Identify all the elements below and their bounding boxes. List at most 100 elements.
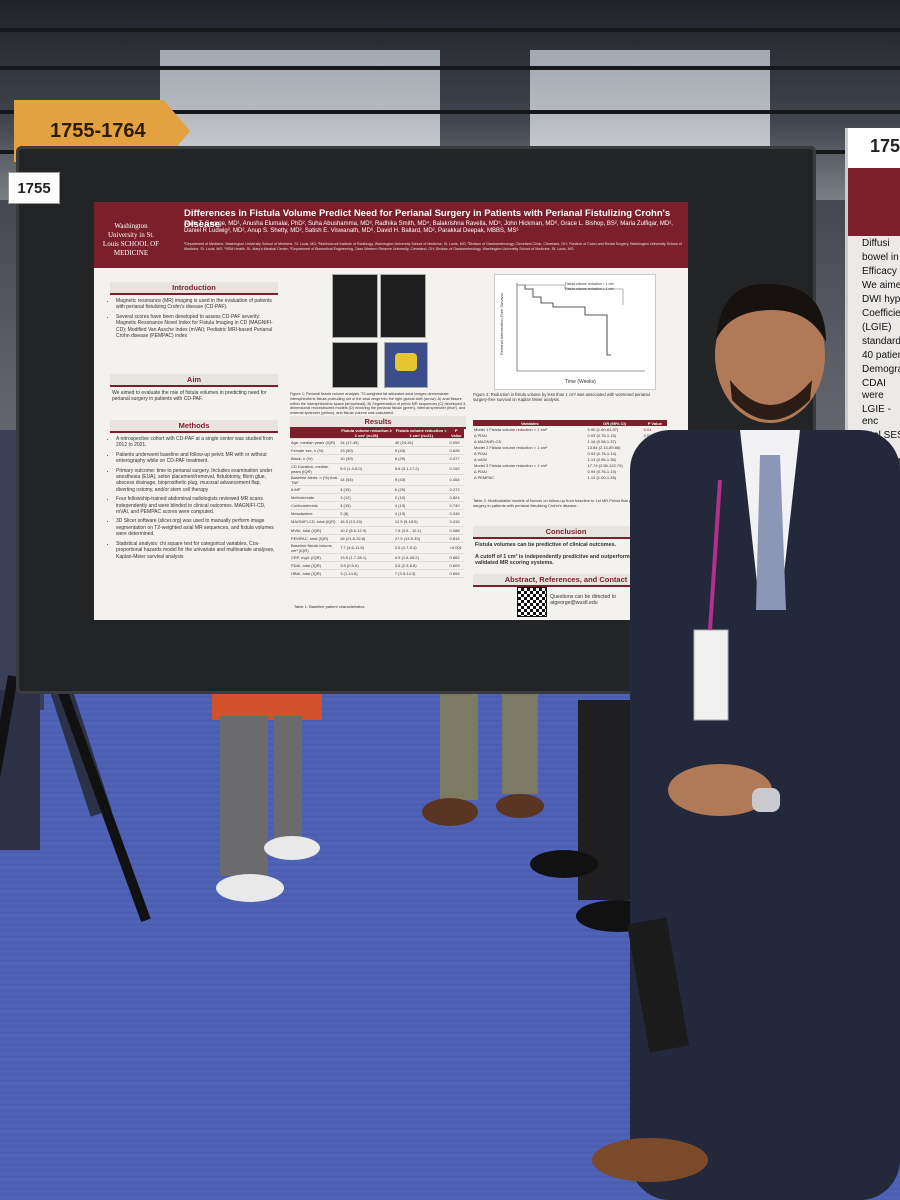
results-table-cell: 4 (19) bbox=[393, 501, 449, 511]
presenter-head bbox=[715, 287, 825, 423]
multivariable-table-cell: Δ PDAI bbox=[474, 450, 487, 456]
adjacent-poster-line: standard bbox=[862, 336, 900, 347]
results-table-cell: 3 (12) bbox=[339, 493, 394, 502]
results-table-cell: 14 (54) bbox=[339, 474, 394, 486]
table2-header-row: Variables OR (95% CI) P Value bbox=[473, 420, 667, 426]
results-table-cell: CD Duration, median years (IQR) bbox=[290, 463, 340, 475]
presenter-shoe bbox=[592, 1138, 708, 1182]
results-col-header: Fistula volume reduction ≥ 1 cm³ (n=26) bbox=[339, 428, 394, 439]
results-table-body: Age, median years (IQR) 24 (17-45) 40 (24-… bbox=[290, 438, 464, 579]
results-table-row: Corticosteroids 4 (15) 4 (19) 0.740 bbox=[290, 501, 464, 511]
results-table-cell: 10.2 (8.6-12.9) bbox=[339, 526, 394, 535]
results-table-row: Female sex, n (%) 13 (50) 9 (43) 0.626 bbox=[290, 446, 464, 456]
results-table-cell: 0.088 bbox=[448, 526, 464, 535]
results-table-cell: 3 (1-14.8) bbox=[339, 569, 394, 579]
results-table-cell: 0.814 bbox=[448, 534, 464, 543]
results-table-cell: 2 (8) bbox=[339, 509, 394, 519]
wristwatch bbox=[752, 788, 780, 812]
multivariable-table-cell: 0.01 bbox=[643, 426, 652, 432]
results-table-cell: 0.609 bbox=[448, 561, 464, 571]
multivariable-table-cell: 0.93 (0.76-1.15) bbox=[587, 432, 617, 438]
kaplan-meier-plot: Perianal Intervention-Free Survival Time… bbox=[494, 274, 656, 390]
multivariable-table-cell: 13.84 (2.13-89.86) bbox=[587, 444, 621, 450]
results-table-cell: 9 (43) bbox=[393, 446, 449, 456]
results-table-cell: CRP, mg/L (IQR) bbox=[290, 553, 340, 563]
qr-code bbox=[517, 587, 547, 617]
results-table-cell: 0.059 bbox=[448, 438, 464, 448]
results-col-header bbox=[290, 428, 340, 439]
results-table-cell: 24 (17-45) bbox=[339, 438, 394, 448]
results-table-cell: 0.192 bbox=[448, 463, 464, 475]
adjacent-poster-line: We aimed bbox=[862, 280, 900, 291]
contact-text: Questions can be directed to atgeorge@wu… bbox=[550, 594, 617, 607]
results-table-cell: 3.5 (0.5-6) bbox=[339, 561, 394, 571]
km-curve-low-reduction bbox=[517, 284, 611, 356]
results-table-cell: Female sex, n (%) bbox=[290, 446, 340, 456]
presenter-hair bbox=[716, 283, 826, 342]
results-table-cell: 3.5 (2.3-6.8) bbox=[393, 561, 449, 571]
results-table-cell: Baseline Meds, n (%) Anti-TNF bbox=[290, 474, 340, 486]
presenter-suit bbox=[630, 430, 900, 1200]
multivariable-table-cell: 0.51 bbox=[643, 432, 652, 438]
methods-bullet: Patients underwent baseline and follow-u… bbox=[116, 452, 280, 465]
results-table-cell: 7.7 (4.6-11.8) bbox=[339, 542, 394, 554]
results-table-row: Black, n (%) 10 (39) 6 (29) 0.477 bbox=[290, 454, 464, 464]
multivariable-table-cell: 9.90 (1.60-61.37) bbox=[587, 426, 619, 432]
adjacent-poster-line: Coefficie bbox=[862, 308, 900, 319]
table2-col-header: P Value bbox=[642, 420, 667, 426]
multivariable-table-cell: Δ PEMPAC bbox=[474, 474, 495, 480]
results-table-cell: 0.454 bbox=[448, 474, 464, 486]
mri-image-a bbox=[332, 274, 378, 338]
multivariable-table: Variables OR (95% CI) P Value Model 1 Fi… bbox=[473, 420, 667, 480]
results-table-cell: 6 (29) bbox=[393, 454, 449, 464]
adjacent-poster-line: CDAI were bbox=[862, 378, 886, 401]
results-table-cell: 10 (39) bbox=[339, 454, 394, 464]
results-table-cell: 4 (15) bbox=[339, 501, 394, 511]
multivariable-table-cell: Model 2 Fistula volume reduction < 1 cm³ bbox=[474, 444, 548, 450]
methods-bullet: 3D Slicer software (slicer.org) was used… bbox=[116, 518, 280, 537]
results-col-header: Fistula volume reduction < 1 cm³ (n=21) bbox=[393, 428, 449, 439]
adjacent-poster-header bbox=[848, 168, 900, 236]
km-x-axis-label: Time (Weeks) bbox=[565, 379, 596, 385]
results-table-cell: 0.272 bbox=[448, 485, 464, 494]
ceiling-truss bbox=[0, 28, 900, 32]
university-logo: Washington University in St. Louis SCHOO… bbox=[102, 222, 160, 257]
results-table-cell: 4 (15) bbox=[339, 485, 394, 494]
methods-bullet: Statistical analysis: chi square test fo… bbox=[116, 541, 280, 560]
adjacent-poster-line: Demograp bbox=[862, 364, 900, 375]
adjacent-poster-line: Diffusi bbox=[862, 238, 890, 249]
table-2-caption: Table 2: Multivariable models of factors… bbox=[473, 498, 657, 508]
km-legend-entry: Fistula volume reduction < 1 cm³ bbox=[565, 282, 615, 286]
poster-title: Differences in Fistula Volume Predict Ne… bbox=[184, 208, 671, 230]
table-1-caption: Table 1: Baseline patient characteristic… bbox=[294, 604, 366, 609]
results-table-cell: Mesalamine bbox=[290, 509, 340, 519]
results-table-cell: 2 (10) bbox=[393, 493, 449, 502]
multivariable-table-body: Model 1 Fistula volume reduction < 1 cm³… bbox=[473, 426, 667, 480]
results-table-cell: 13.5 (1.7-28.1) bbox=[339, 553, 394, 563]
results-table-row: PDAI, total (IQR) 3.5 (0.5-6) 3.5 (2.3-6.8… bbox=[290, 561, 464, 571]
multivariable-table-cell: Δ PDAI bbox=[474, 468, 487, 474]
results-table-cell: 2.5 (1.7-5.4) bbox=[393, 542, 449, 554]
results-table-cell: MVAI, total (IQR) bbox=[290, 526, 340, 535]
ceiling-truss bbox=[0, 66, 900, 70]
adjacent-poster-line: Efficacy bbox=[862, 266, 897, 277]
results-table-row: PEMPAC, total (IQR) 26 (21.8-32.8) 27.5 (1… bbox=[290, 534, 464, 543]
results-table-cell: Age, median years (IQR) bbox=[290, 438, 340, 448]
km-y-axis-label: Perianal Intervention-Free Survival bbox=[499, 293, 504, 355]
adjacent-board-number: 175 bbox=[848, 128, 900, 168]
results-table-cell: 0.862 bbox=[448, 553, 464, 563]
methods-bullet: Four fellowship-trained abdominal radiol… bbox=[116, 496, 280, 515]
multivariable-table-cell: 1.12 (1.00-1.26) bbox=[587, 474, 617, 480]
multivariable-table-cell: Δ MAGNIFI-CD bbox=[474, 438, 502, 444]
multivariable-table-cell: Model 1 Fistula volume reduction < 1 cm³ bbox=[474, 426, 548, 432]
badge-lanyard bbox=[708, 479, 722, 631]
table2-col-header: OR (95% CI) bbox=[586, 420, 643, 426]
results-table-cell: 6 (29) bbox=[393, 485, 449, 494]
results-table-cell: 12.5 (9-18.5) bbox=[393, 517, 449, 527]
multivariable-table-cell: Δ PDAI bbox=[474, 432, 487, 438]
adjacent-poster-line: (LGIE) bbox=[862, 322, 892, 333]
multivariable-table-cell: 1.16 (0.98-1.37) bbox=[587, 438, 617, 444]
results-table-cell: Baseline fistula volume, cm³ (IQR) bbox=[290, 542, 340, 554]
multivariable-table-cell: 0.94 (0.76-1.15) bbox=[587, 468, 617, 474]
board-number-label: 1755 bbox=[17, 179, 51, 197]
